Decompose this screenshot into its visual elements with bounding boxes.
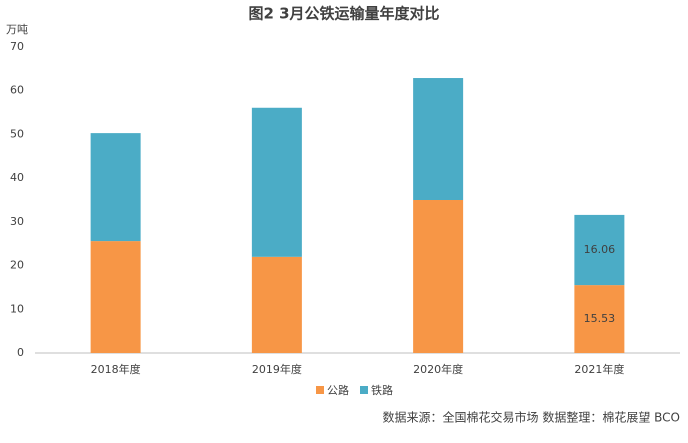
bar-segment: [251, 256, 302, 353]
x-tick-label: 2018年度: [91, 362, 141, 376]
y-axis-label: 万吨: [6, 23, 28, 36]
source: 数据来源：全国棉花交易市场 数据整理：棉花展望 BCO: [383, 410, 680, 425]
y-tick-label: 40: [10, 171, 24, 184]
y-tick-label: 10: [10, 302, 24, 315]
y-tick-label: 0: [17, 346, 24, 359]
bar-segment: [90, 241, 141, 353]
bar-segment: [90, 133, 141, 242]
chart-title: 图2 3月公铁运输量年度对比: [248, 5, 439, 23]
bar-segment: [413, 78, 464, 200]
x-tick-label: 2021年度: [574, 362, 624, 376]
x-tick-label: 2020年度: [413, 362, 463, 376]
y-tick-label: 70: [10, 40, 24, 53]
bar-segment: [413, 200, 464, 353]
data-label: 16.06: [584, 243, 616, 256]
data-label: 15.53: [584, 312, 616, 325]
x-tick-label: 2019年度: [252, 362, 302, 376]
bar-segment: [574, 285, 625, 353]
y-tick-label: 50: [10, 127, 24, 140]
bar-segment: [251, 107, 302, 257]
y-tick-label: 60: [10, 84, 24, 97]
y-tick-label: 20: [10, 259, 24, 272]
legend-swatch: [316, 386, 324, 394]
legend-label: 铁路: [371, 384, 393, 397]
legend-swatch: [360, 386, 368, 394]
y-tick-label: 30: [10, 215, 24, 228]
legend-label: 公路: [327, 384, 349, 397]
bar-segment: [574, 214, 625, 286]
